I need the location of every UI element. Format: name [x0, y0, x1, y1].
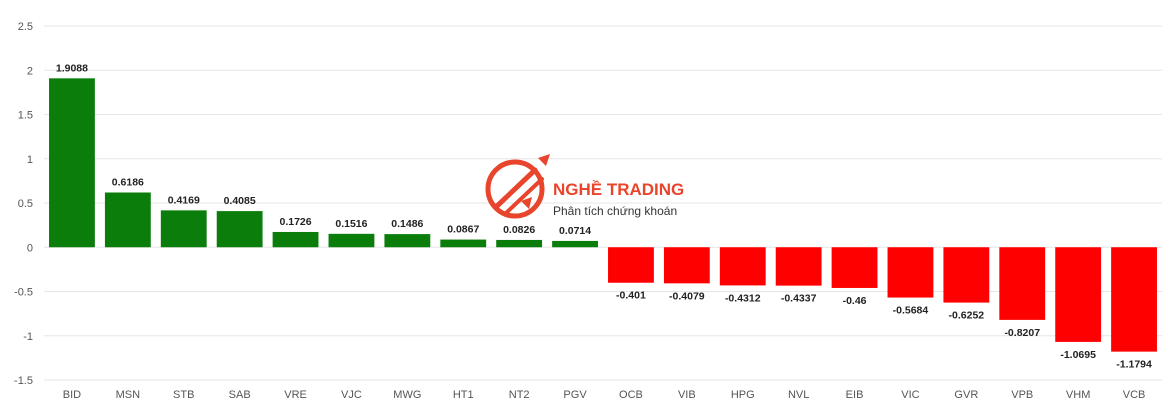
x-category-label: VCB: [1123, 389, 1146, 401]
bar-vre: [272, 231, 319, 248]
x-category-label: VHM: [1066, 389, 1090, 401]
bar-pgv: [552, 240, 598, 248]
watermark-subtitle: Phân tích chứng khoán: [553, 204, 677, 218]
bar-bid: [49, 78, 95, 248]
watermark: NGHỀ TRADING Phân tích chứng khoán: [485, 154, 684, 219]
data-label: -0.8207: [1004, 327, 1040, 339]
bar-vhm: [1055, 247, 1102, 342]
bar-vic: [887, 247, 934, 298]
data-label: -0.4312: [725, 292, 761, 304]
bar-mwg: [384, 234, 431, 248]
y-tick-label: -1: [23, 331, 33, 343]
bar-nt2: [496, 239, 543, 248]
x-category-label: EIB: [846, 389, 864, 401]
bar-vib: [663, 247, 710, 284]
bar-msn: [104, 192, 151, 248]
x-category-label: STB: [173, 389, 194, 401]
x-category-label: VIC: [901, 389, 919, 401]
x-category-label: HT1: [453, 389, 474, 401]
data-label: -1.0695: [1060, 349, 1096, 361]
y-tick-label: 0: [27, 242, 33, 254]
data-label: 1.9088: [56, 62, 88, 74]
x-category-label: NVL: [788, 389, 809, 401]
y-tick-label: 1: [27, 154, 33, 166]
data-label: -0.4337: [781, 293, 817, 305]
data-label: 0.0826: [503, 224, 535, 236]
x-category-label: VRE: [284, 389, 307, 401]
x-axis-categories: BID MSN STB SAB VRE VJC MWG HT1 NT2 PGV OCB VIB HPG N…: [63, 389, 1146, 401]
bar-vcb: [1111, 247, 1157, 352]
y-tick-label: -0.5: [14, 287, 33, 299]
data-label: 0.4169: [168, 194, 200, 206]
data-label: -0.5684: [893, 305, 929, 317]
data-label: 0.4085: [224, 195, 256, 207]
x-category-label: OCB: [619, 389, 643, 401]
x-category-label: SAB: [229, 389, 251, 401]
bar-eib: [831, 247, 878, 288]
bar-hpg: [719, 247, 766, 286]
bars: [49, 78, 1157, 352]
x-category-label: BID: [63, 389, 81, 401]
x-category-label: MWG: [393, 389, 421, 401]
x-category-label: HPG: [731, 389, 755, 401]
data-label: 0.0867: [447, 224, 479, 236]
data-label: 0.0714: [559, 225, 591, 237]
data-label: -1.1794: [1116, 359, 1152, 371]
x-category-label: NT2: [509, 389, 530, 401]
bar-vpb: [999, 247, 1046, 320]
bar-gvr: [943, 247, 990, 303]
data-label: 0.1516: [335, 218, 367, 230]
data-label: 0.6186: [112, 177, 144, 189]
data-label: -0.46: [843, 295, 867, 307]
bar-vjc: [328, 233, 375, 248]
y-tick-label: 1.5: [18, 110, 33, 122]
bar-nvl: [775, 247, 822, 286]
data-label: -0.4079: [669, 290, 705, 302]
bar-ocb: [608, 247, 654, 283]
y-tick-label: -1.5: [14, 375, 33, 387]
data-label: 0.1486: [391, 218, 423, 230]
x-category-label: VJC: [341, 389, 362, 401]
data-labels: 1.9088 0.6186 0.4169 0.4085 0.1726 0.1516 0.14…: [56, 62, 1152, 370]
y-tick-label: 2.5: [18, 21, 33, 33]
bar-stb: [160, 210, 207, 248]
x-category-label: PGV: [563, 389, 587, 401]
y-tick-label: 2: [27, 65, 33, 77]
watermark-title: NGHỀ TRADING: [553, 180, 684, 199]
y-axis-ticks: 2.5 2 1.5 1 0.5 0 -0.5 -1 -1.5: [14, 21, 33, 387]
x-category-label: GVR: [954, 389, 978, 401]
data-label: -0.401: [616, 290, 646, 302]
x-category-label: VPB: [1011, 389, 1033, 401]
data-label: -0.6252: [949, 310, 985, 322]
bar-ht1: [440, 239, 487, 248]
bar-sab: [216, 211, 263, 248]
x-category-label: MSN: [116, 389, 141, 401]
data-label: 0.1726: [279, 216, 311, 228]
trading-logo-icon: [485, 154, 550, 219]
y-tick-label: 0.5: [18, 198, 33, 210]
grid-lines: [44, 25, 1162, 381]
x-category-label: VIB: [678, 389, 696, 401]
